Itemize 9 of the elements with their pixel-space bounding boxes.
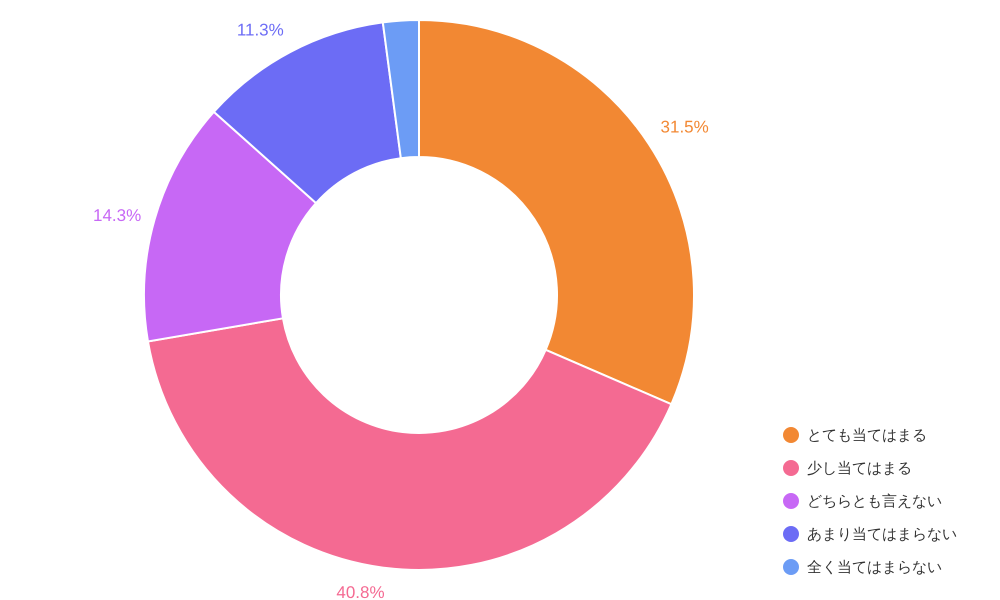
legend-label: 全く当てはまらない <box>807 559 942 576</box>
legend-label: とても当てはまる <box>807 427 927 444</box>
data-label: 40.8% <box>336 582 385 600</box>
data-label: 14.3% <box>93 206 142 226</box>
legend-label: あまり当てはまらない <box>807 526 957 543</box>
legend-label: 少し当てはまる <box>807 460 912 477</box>
data-label: 31.5% <box>660 117 709 136</box>
legend-label: どちらとも言えない <box>807 493 942 510</box>
data-label: 11.3% <box>236 20 284 40</box>
